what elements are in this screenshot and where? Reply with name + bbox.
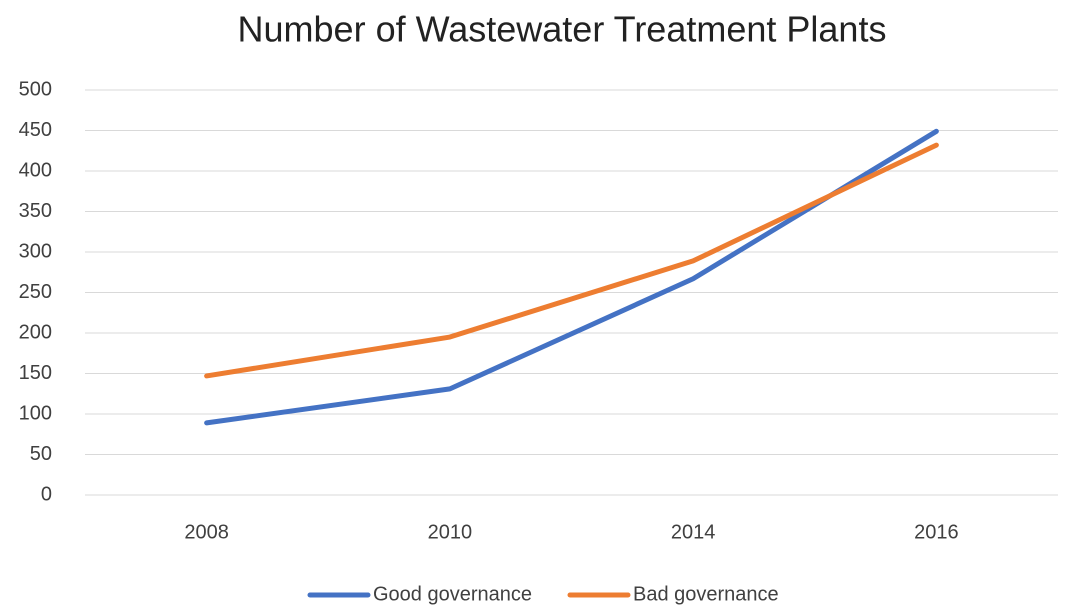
chart-title: Number of Wastewater Treatment Plants: [238, 9, 887, 50]
y-tick-label: 350: [19, 200, 52, 222]
y-tick-label: 300: [19, 240, 52, 262]
x-tick-label: 2016: [914, 521, 959, 543]
y-tick-label: 500: [19, 78, 52, 100]
y-tick-label: 200: [19, 321, 52, 343]
x-tick-label: 2014: [671, 521, 716, 543]
y-tick-label: 450: [19, 119, 52, 141]
y-tick-label: 100: [19, 402, 52, 424]
y-tick-label: 250: [19, 281, 52, 303]
legend-label: Good governance: [373, 583, 532, 605]
y-tick-label: 150: [19, 362, 52, 384]
y-tick-label: 50: [30, 443, 52, 465]
y-tick-label: 0: [41, 483, 52, 505]
y-tick-label: 400: [19, 159, 52, 181]
line-series: [204, 142, 939, 379]
legend-label: Bad governance: [633, 583, 779, 605]
x-tick-label: 2008: [184, 521, 229, 543]
line-series: [204, 128, 939, 426]
x-tick-label: 2010: [428, 521, 473, 543]
